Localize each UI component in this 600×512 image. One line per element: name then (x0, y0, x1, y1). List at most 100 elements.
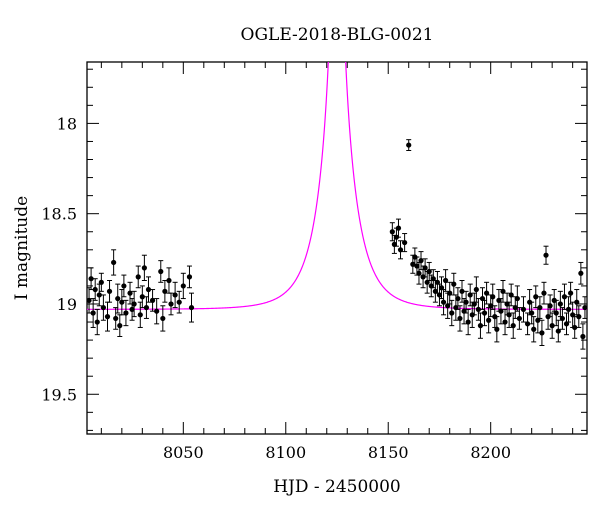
plot-frame (86, 61, 588, 435)
point-marker (418, 258, 424, 264)
point-marker (90, 310, 96, 316)
point-marker (477, 323, 484, 329)
point-marker (496, 297, 502, 303)
data-point (568, 281, 574, 305)
point-marker (473, 286, 479, 293)
data-point (457, 305, 463, 332)
data-point (162, 280, 168, 303)
point-marker (541, 290, 547, 296)
data-point (158, 260, 164, 283)
point-marker (129, 306, 135, 312)
point-marker (92, 286, 98, 293)
data-point (166, 267, 172, 294)
data-point (494, 316, 500, 343)
point-marker (98, 279, 104, 285)
point-marker (117, 323, 123, 329)
data-point (176, 290, 182, 314)
data-point (500, 280, 506, 303)
point-marker (416, 270, 422, 276)
point-marker (490, 294, 496, 300)
x-tick-label: 8100 (265, 443, 306, 462)
data-point (443, 269, 449, 292)
point-marker (443, 277, 449, 284)
point-marker (465, 319, 471, 325)
point-marker (555, 328, 561, 334)
point-marker (568, 290, 574, 296)
point-marker (529, 310, 535, 316)
point-marker (488, 303, 494, 309)
data-point (94, 308, 100, 336)
point-marker (158, 268, 164, 275)
point-marker (111, 259, 117, 266)
point-marker (578, 270, 584, 276)
point-marker (115, 295, 121, 302)
point-marker (486, 317, 492, 323)
point-marker (506, 312, 512, 318)
point-marker (467, 292, 473, 298)
data-point (106, 280, 113, 303)
point-marker (455, 295, 461, 302)
data-point (498, 298, 504, 325)
point-marker (500, 288, 506, 294)
data-point (137, 301, 143, 328)
data-point (422, 258, 428, 278)
data-point (565, 296, 572, 323)
data-point (172, 281, 178, 309)
data-point (578, 261, 584, 285)
point-marker (410, 261, 416, 267)
point-marker (438, 285, 445, 291)
point-marker (154, 308, 160, 314)
point-marker (557, 301, 563, 307)
point-marker (94, 319, 100, 325)
point-marker (402, 239, 408, 246)
point-marker (479, 295, 486, 302)
point-marker (389, 229, 395, 235)
data-point (141, 254, 147, 282)
data-point (580, 323, 586, 350)
point-marker (176, 299, 182, 305)
point-marker (494, 326, 500, 332)
point-marker (141, 265, 147, 271)
point-marker (131, 301, 137, 307)
point-marker (574, 299, 580, 305)
data-point (188, 292, 195, 323)
data-point (516, 307, 522, 330)
point-marker (508, 292, 514, 298)
data-point (149, 289, 156, 312)
point-marker (395, 225, 402, 231)
point-marker (96, 292, 102, 298)
point-marker (137, 312, 143, 318)
data-point (98, 272, 104, 292)
data-point (449, 299, 455, 327)
data-point (123, 299, 129, 327)
point-marker (432, 288, 438, 294)
point-marker (498, 308, 504, 314)
point-marker (139, 294, 145, 300)
data-point (168, 292, 174, 316)
point-marker (547, 303, 553, 309)
point-marker (533, 294, 539, 300)
y-tick-label: 18.5 (41, 205, 77, 224)
point-marker (149, 297, 156, 303)
point-marker (459, 288, 465, 294)
point-marker (502, 319, 508, 325)
x-tick-label: 8050 (163, 443, 204, 462)
x-tick-label: 8200 (470, 443, 511, 462)
point-marker (549, 323, 555, 329)
data-point (451, 272, 457, 296)
data-point (154, 298, 160, 325)
data-point (180, 272, 186, 300)
data-point (465, 308, 471, 336)
data-point (397, 240, 404, 260)
point-marker (436, 292, 443, 298)
data-point (549, 312, 555, 339)
axis-tick-labels: 8050 8100 8150 8200 18 18.5 19 19.5 (41, 114, 511, 462)
point-marker (510, 323, 516, 329)
point-marker (514, 295, 520, 302)
point-marker (475, 306, 481, 312)
data-point (135, 265, 141, 289)
data-point (572, 316, 578, 339)
point-marker (100, 304, 106, 311)
point-marker (160, 315, 166, 322)
